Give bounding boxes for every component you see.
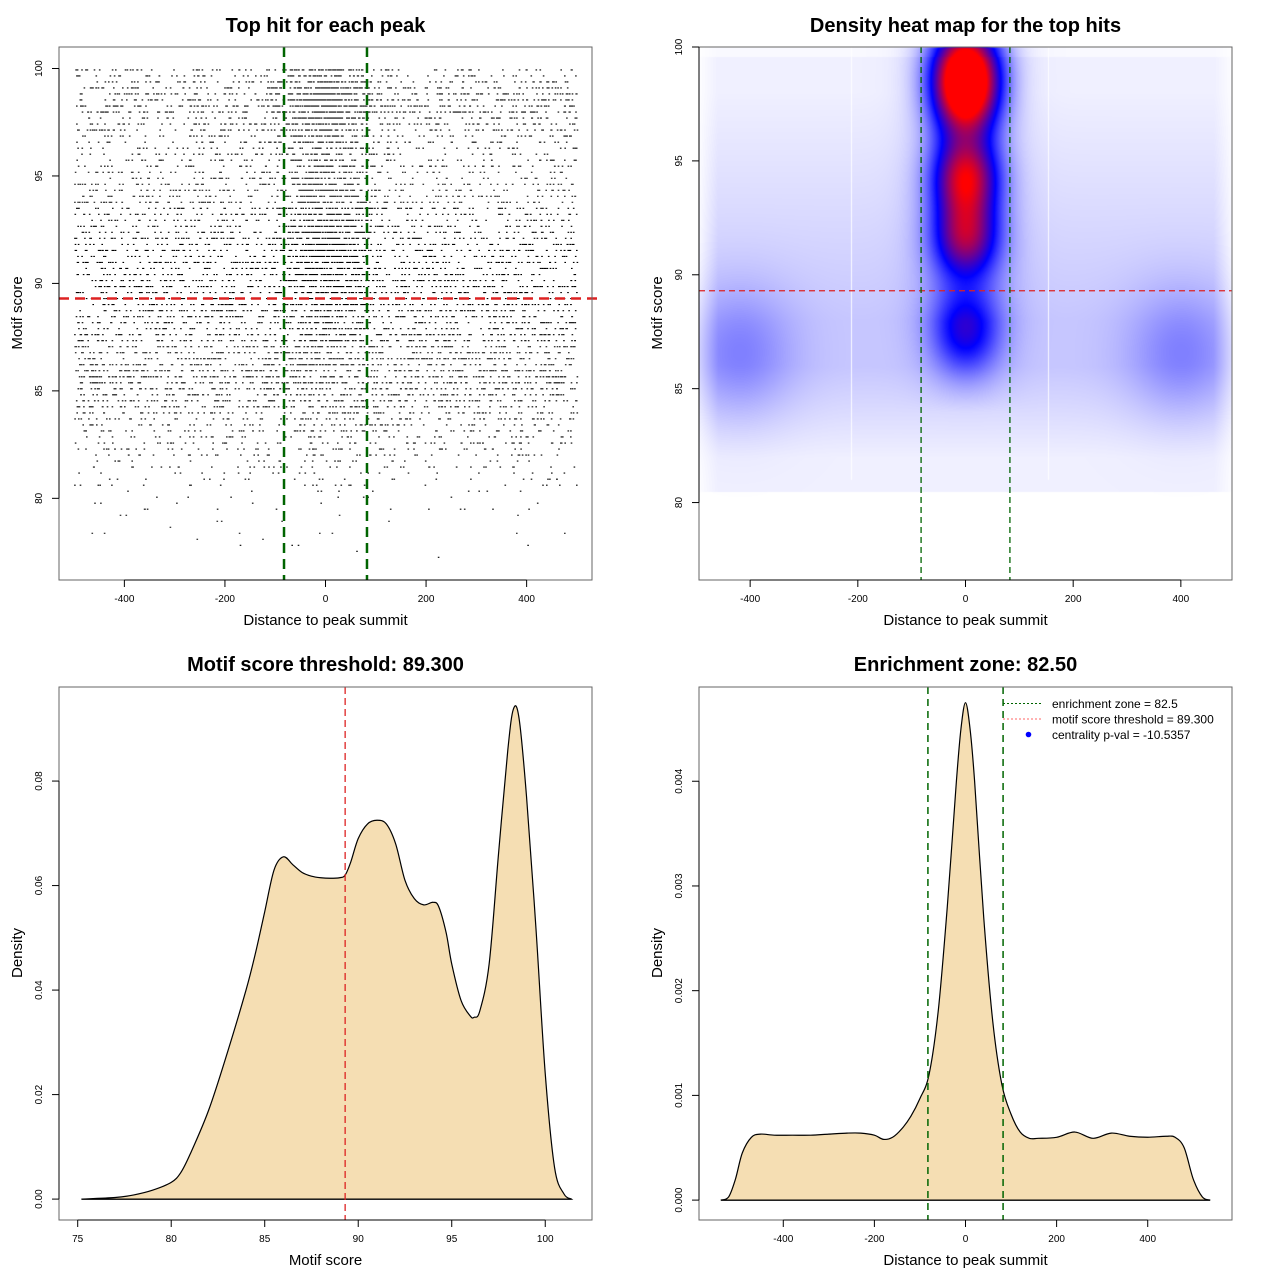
heatmap-y-tick-label: 85 — [674, 383, 685, 395]
heatmap-x-tick-label: 400 — [1173, 594, 1190, 605]
scatter-title: Top hit for each peak — [226, 15, 427, 37]
distance-density-x-tick-label: -400 — [773, 1234, 793, 1245]
score-density-y-tick-label: 0.08 — [34, 771, 45, 791]
score-density-x-tick-label: 80 — [166, 1234, 178, 1245]
scatter-y-tick-label: 85 — [34, 385, 45, 397]
scatter-x-tick-label: -200 — [215, 594, 235, 605]
scatter-reference-lines — [59, 47, 598, 580]
distance-density-y-tick-label: 0.003 — [674, 873, 685, 898]
score-density-y-tick-label: 0.00 — [34, 1189, 45, 1209]
distance-density-x-tick-label: 200 — [1048, 1234, 1065, 1245]
distance-density-y-axis-label: Density — [649, 927, 666, 978]
heatmap-y-tick-label: 100 — [674, 38, 685, 55]
heatmap-reference-lines — [699, 47, 1232, 580]
score-density-x-axis-label: Motif score — [289, 1252, 362, 1269]
score-density-area — [81, 705, 574, 1200]
distance-density-x-tick-label: 400 — [1139, 1234, 1156, 1245]
score-density-y-tick-label: 0.06 — [34, 875, 45, 895]
distance-density-x-axis-label: Distance to peak summit — [883, 1252, 1048, 1269]
scatter-x-tick-label: 200 — [418, 594, 435, 605]
legend-entry-centrality: centrality p-val = -10.5357 — [1025, 728, 1191, 742]
scatter-x-tick-label: 400 — [518, 594, 535, 605]
heatmap-image — [699, 47, 1232, 580]
legend-blue-dot-icon — [1025, 731, 1032, 738]
distance-density-y-tick-label: 0.002 — [674, 978, 685, 1003]
score-density-x-tick-label: 75 — [72, 1234, 84, 1245]
scatter-y-tick-label: 80 — [34, 492, 45, 504]
heatmap-panel: Density heat map for the top hits -400 -2… — [649, 15, 1233, 629]
distance-density-title: Enrichment zone: 82.50 — [854, 654, 1077, 676]
distance-density-x-tick-label: -200 — [864, 1234, 884, 1245]
score-density-x-tick-label: 100 — [537, 1234, 554, 1245]
heatmap-title: Density heat map for the top hits — [810, 15, 1121, 37]
score-density-x-tick-label: 95 — [446, 1234, 458, 1245]
score-density-panel: Motif score threshold: 89.300 75 80 85 90 95… — [9, 654, 593, 1269]
score-density-y-axis-label: Density — [9, 927, 26, 978]
heatmap-y-axis-label: Motif score — [649, 276, 666, 349]
distance-density-x-axis: -400 -200 0 200 400 — [773, 1219, 1157, 1245]
scatter-x-tick-label: -400 — [114, 594, 134, 605]
scatter-x-tick-label: 0 — [323, 594, 329, 605]
score-density-y-tick-label: 0.02 — [34, 1084, 45, 1104]
distance-density-panel: Enrichment zone: 82.50 -400 -200 0 200 400 0… — [649, 654, 1233, 1269]
heatmap-x-tick-label: -400 — [740, 594, 760, 605]
distance-density-x-tick-label: 0 — [963, 1234, 969, 1245]
heatmap-y-tick-label: 90 — [674, 269, 685, 281]
heatmap-x-axis-label: Distance to peak summit — [883, 612, 1048, 629]
scatter-x-axis: -400 -200 0 200 400 — [114, 579, 535, 605]
heatmap-x-tick-label: -200 — [848, 594, 868, 605]
distance-density-enrichment-lines — [927, 687, 1004, 1220]
heatmap-y-tick-label: 95 — [674, 155, 685, 167]
scatter-y-axis: 80 85 90 95 100 — [34, 60, 60, 504]
legend: enrichment zone = 82.5 motif score thres… — [1003, 697, 1214, 742]
scatter-y-axis-label: Motif score — [9, 276, 26, 349]
score-density-x-axis: 75 80 85 90 95 100 — [72, 1219, 554, 1245]
legend-label-centrality: centrality p-val = -10.5357 — [1052, 728, 1191, 742]
score-density-y-tick-label: 0.04 — [34, 980, 45, 1000]
scatter-y-tick-label: 100 — [34, 60, 45, 77]
score-density-title: Motif score threshold: 89.300 — [187, 654, 464, 676]
distance-density-y-tick-label: 0.000 — [674, 1187, 685, 1212]
scatter-y-tick-label: 95 — [34, 170, 45, 182]
scatter-x-axis-label: Distance to peak summit — [243, 612, 408, 629]
heatmap-x-tick-label: 200 — [1065, 594, 1082, 605]
legend-entry-enrichment-zone: enrichment zone = 82.5 — [1003, 697, 1178, 711]
heatmap-y-axis: 80 85 90 95 100 — [674, 38, 700, 509]
distance-density-y-tick-label: 0.004 — [674, 768, 685, 793]
scatter-y-tick-label: 90 — [34, 277, 45, 289]
score-density-x-tick-label: 85 — [259, 1234, 271, 1245]
legend-entry-motif-threshold: motif score threshold = 89.300 — [1003, 713, 1214, 727]
distance-density-y-axis: 0.000 0.001 0.002 0.003 0.004 — [674, 768, 700, 1213]
distance-density-area — [720, 702, 1211, 1201]
heatmap-x-axis: -400 -200 0 200 400 — [740, 579, 1190, 605]
legend-label-enrichment-zone: enrichment zone = 82.5 — [1052, 697, 1178, 711]
score-density-y-axis: 0.00 0.02 0.04 0.06 0.08 — [34, 771, 60, 1209]
distance-density-y-tick-label: 0.001 — [674, 1082, 685, 1107]
heatmap-y-tick-label: 80 — [674, 497, 685, 509]
scatter-panel: Top hit for each peak -400 -200 0 200 400 80… — [9, 15, 598, 629]
score-density-x-tick-label: 90 — [353, 1234, 365, 1245]
heatmap-x-tick-label: 0 — [963, 594, 969, 605]
legend-label-motif-threshold: motif score threshold = 89.300 — [1052, 713, 1214, 727]
